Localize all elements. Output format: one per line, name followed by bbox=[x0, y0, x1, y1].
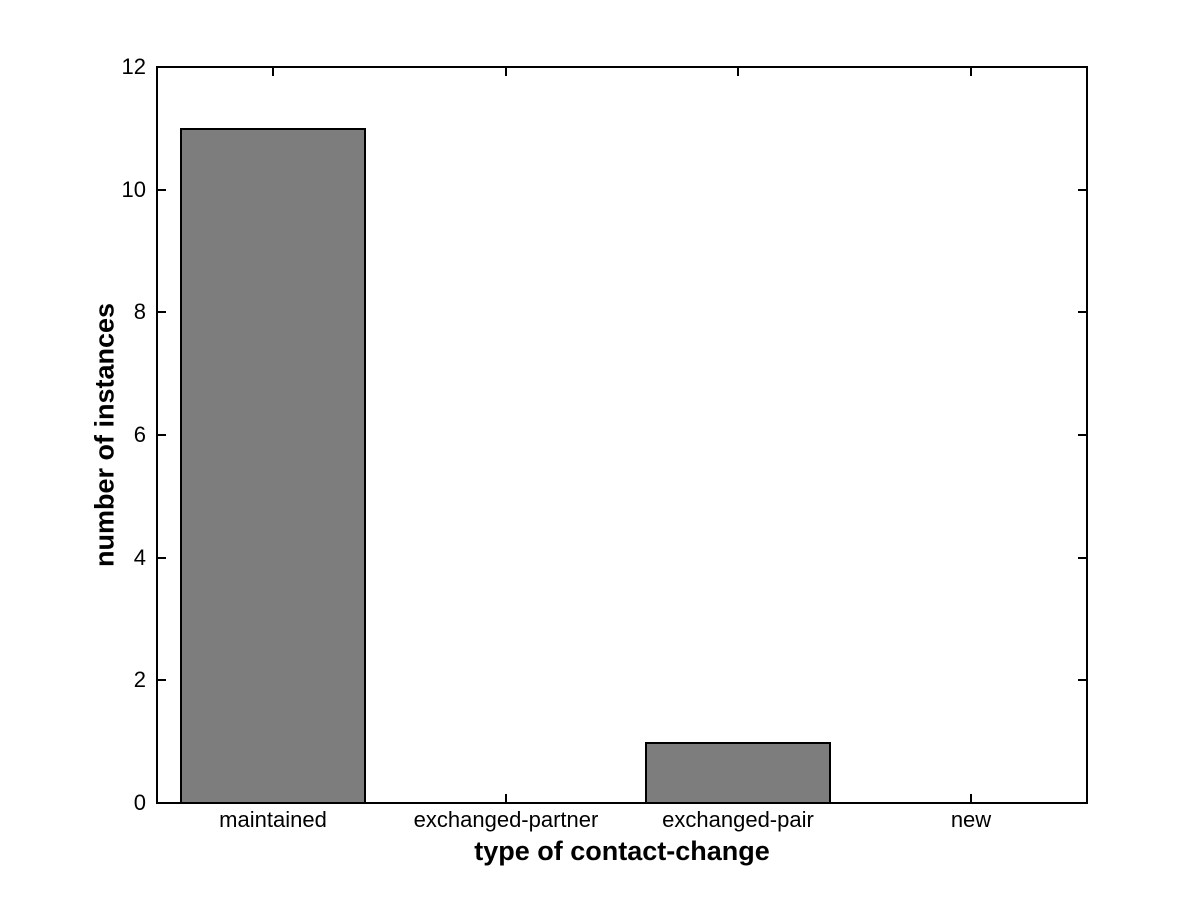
bar-maintained bbox=[180, 128, 366, 802]
x-tick-label: exchanged-partner bbox=[413, 807, 599, 832]
x-tick-mark bbox=[505, 794, 507, 802]
y-tick-mark-right bbox=[1078, 557, 1086, 559]
x-tick-mark-top bbox=[737, 68, 739, 76]
y-tick-mark-right bbox=[1078, 189, 1086, 191]
y-tick-mark bbox=[158, 557, 166, 559]
x-tick-mark bbox=[970, 794, 972, 802]
y-tick-label: 6 bbox=[133, 422, 146, 447]
x-tick-mark-top bbox=[505, 68, 507, 76]
y-tick-label: 8 bbox=[133, 299, 146, 324]
y-tick-label: 0 bbox=[133, 790, 146, 815]
y-tick-mark bbox=[158, 679, 166, 681]
y-tick-mark bbox=[158, 66, 166, 68]
y-tick-mark bbox=[158, 311, 166, 313]
y-tick-mark-right bbox=[1078, 679, 1086, 681]
y-tick-mark-right bbox=[1078, 311, 1086, 313]
bar-exchanged-pair bbox=[645, 742, 831, 802]
y-tick-label: 10 bbox=[121, 177, 146, 202]
x-axis-label: type of contact-change bbox=[474, 836, 770, 866]
y-axis-label: number of instances bbox=[89, 302, 120, 568]
x-tick-mark-top bbox=[970, 68, 972, 76]
y-tick-mark bbox=[158, 802, 166, 804]
y-tick-label: 4 bbox=[133, 545, 146, 570]
y-tick-mark-right bbox=[1078, 434, 1086, 436]
y-tick-mark bbox=[158, 189, 166, 191]
x-tick-mark-top bbox=[272, 68, 274, 76]
y-tick-mark-right bbox=[1078, 802, 1086, 804]
y-tick-mark bbox=[158, 434, 166, 436]
y-tick-mark-right bbox=[1078, 66, 1086, 68]
y-tick-label: 2 bbox=[133, 667, 146, 692]
y-tick-label: 12 bbox=[121, 54, 146, 79]
x-tick-label: maintained bbox=[219, 807, 327, 832]
x-tick-label: exchanged-pair bbox=[662, 807, 814, 832]
x-tick-label: new bbox=[950, 807, 992, 832]
